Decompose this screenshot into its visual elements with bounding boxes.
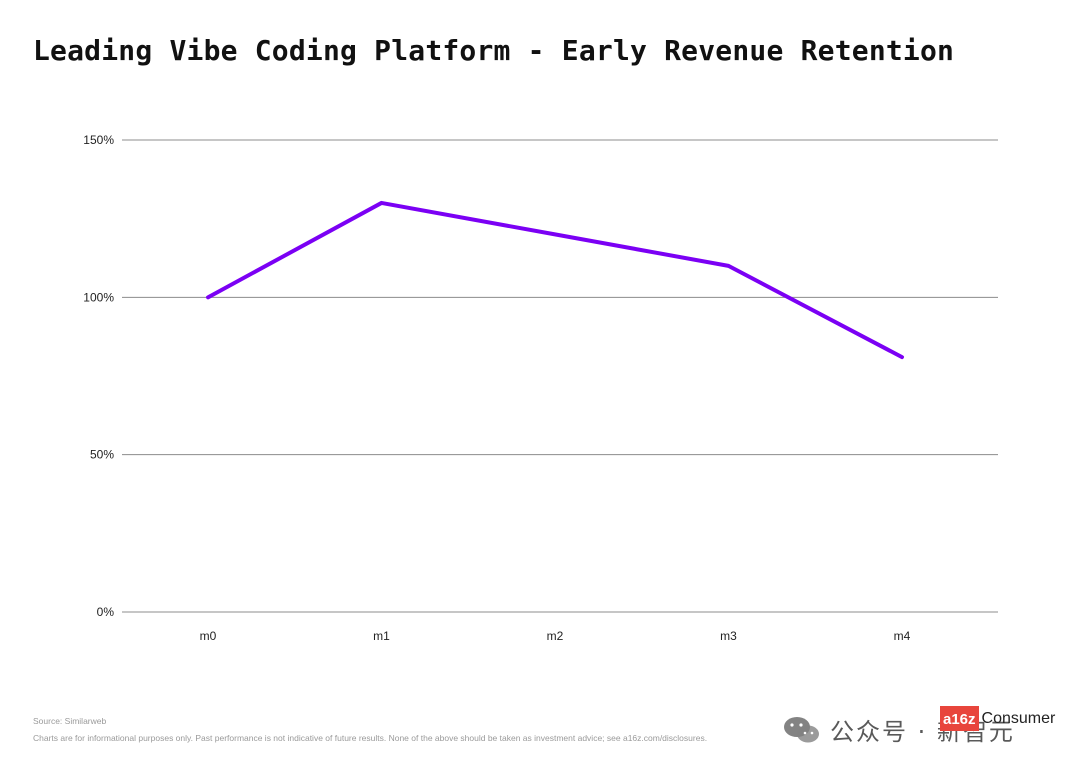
x-tick-label: m0: [200, 629, 217, 643]
watermark: 公众号 · 新智元: [782, 712, 1015, 747]
disclaimer-note: Charts are for informational purposes on…: [33, 733, 708, 743]
y-tick-labels: 0% 50% 100% 150%: [83, 133, 114, 619]
x-tick-label: m1: [373, 629, 390, 643]
series-line: [206, 200, 904, 360]
x-tick-label: m4: [894, 629, 911, 643]
y-tick-label: 150%: [83, 133, 114, 147]
wechat-icon: [784, 716, 819, 742]
logo-text: Consumer: [981, 709, 1056, 727]
source-note: Source: Similarweb: [33, 716, 107, 726]
x-tick-labels: m0 m1 m2 m3 m4: [200, 629, 911, 643]
chart-title: Leading Vibe Coding Platform - Early Rev…: [33, 34, 955, 67]
series-lines: [206, 200, 904, 360]
watermark-text: 公众号 · 新智元: [830, 718, 1015, 746]
x-tick-label: m3: [720, 629, 737, 643]
logo-badge: a16z: [940, 706, 979, 731]
x-tick-label: m2: [547, 629, 564, 643]
y-tick-label: 50%: [90, 448, 114, 462]
a16z-consumer-logo: a16z Consumer: [940, 706, 1055, 731]
y-tick-label: 0%: [97, 605, 115, 619]
grid-lines: [122, 139, 998, 613]
y-tick-label: 100%: [83, 290, 114, 304]
